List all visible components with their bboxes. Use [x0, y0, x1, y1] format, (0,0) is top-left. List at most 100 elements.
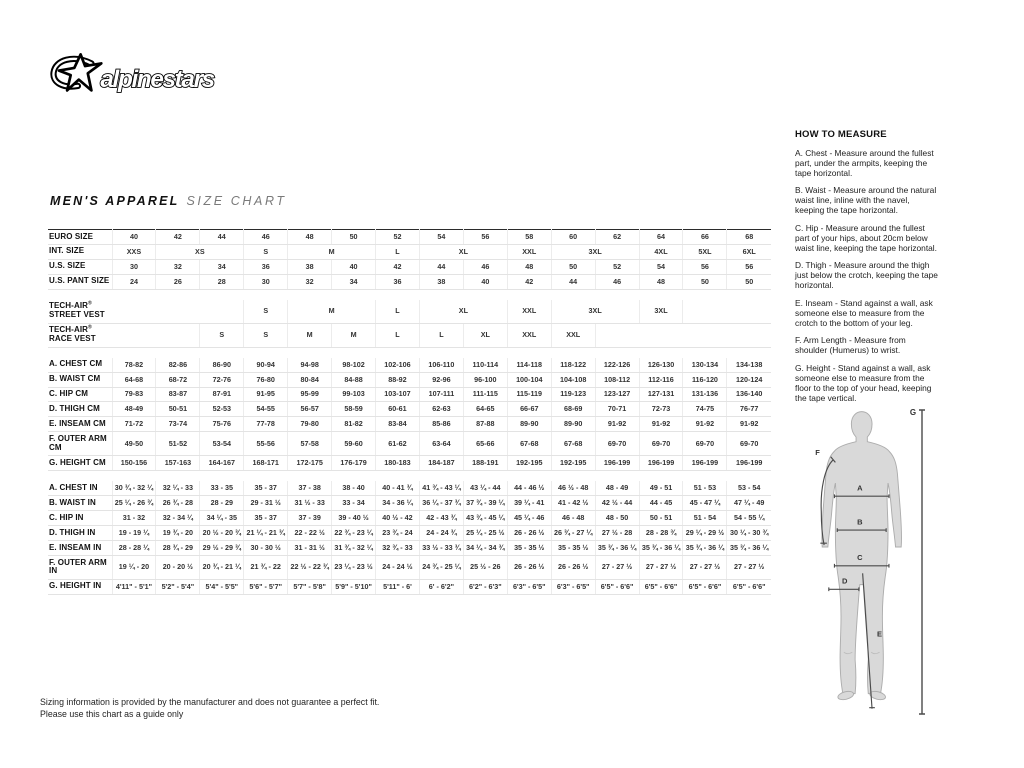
size-cell: 68-72 [155, 372, 200, 388]
size-cell: 73-74 [155, 416, 200, 433]
size-cell: 35 - 37 [243, 510, 288, 527]
size-cell: 42 [375, 259, 420, 275]
size-cell: XL [418, 299, 508, 324]
size-cell: 4'11" - 5'1" [111, 579, 156, 595]
size-cell: 48 - 49 [594, 481, 640, 497]
size-cell: 40 ½ - 42 [375, 510, 420, 527]
size-cell: 39 - 40 ½ [331, 510, 376, 527]
size-cell: 91-92 [638, 416, 683, 433]
size-cell: 83-84 [375, 416, 420, 433]
size-cell: 77-78 [243, 416, 288, 433]
row-label: A. CHEST IN [48, 481, 112, 497]
size-cell: 51 - 53 [682, 481, 727, 497]
size-cell: 37 - 39 [287, 510, 332, 527]
size-cell: 33 ½ - 33 ¾ [418, 540, 464, 557]
size-cell: 57-58 [287, 431, 332, 457]
label-B: B [857, 517, 863, 526]
row-label: B. WAIST IN [48, 495, 112, 512]
size-cell: 126-130 [638, 357, 683, 373]
how-to-measure-instructions: A. Chest - Measure around the fullest pa… [795, 148, 938, 403]
size-cell: 58-59 [331, 401, 376, 418]
size-cell: 6' - 6'2" [418, 579, 464, 595]
size-cell: 22 ½ - 22 ¾ [287, 555, 332, 580]
size-cell: 91-92 [726, 416, 771, 433]
size-cell: 78-82 [111, 357, 156, 373]
footer-line-1: Sizing information is provided by the ma… [40, 697, 380, 707]
size-cell: 99-103 [331, 387, 376, 403]
size-cell: 87-88 [462, 416, 508, 433]
size-cell: 61-62 [375, 431, 420, 457]
size-cell: 5'6" - 5'7" [243, 579, 288, 595]
size-cell: 26 - 26 ½ [550, 555, 596, 580]
size-cell: 29 ½ - 29 ¾ [199, 540, 244, 557]
chest-measure-line [833, 494, 890, 499]
size-cell: 68 [726, 229, 771, 245]
size-cell: 50 [550, 259, 596, 275]
size-cell: L [375, 299, 420, 324]
size-cell: 68-69 [550, 401, 596, 418]
size-cell: 46 [243, 229, 288, 245]
size-cell: XXS [111, 244, 156, 260]
size-cell: 92-96 [418, 372, 464, 388]
size-cell: L [375, 323, 420, 348]
size-cell: 76-80 [243, 372, 288, 388]
size-cell: 39 ¼ - 41 [506, 495, 552, 512]
size-cell: 72-76 [199, 372, 244, 388]
size-cell: 42 - 43 ¾ [418, 510, 464, 527]
size-cell: 50 [726, 274, 771, 290]
size-cell: 35 ¾ - 36 ¼ [594, 540, 640, 557]
size-cell: 50-51 [155, 401, 200, 418]
size-cell: 24 - 24 ½ [375, 555, 420, 580]
measure-instruction: C. Hip - Measure around the fullest part… [795, 222, 937, 253]
size-cell: 29 ¼ - 29 ½ [682, 525, 727, 542]
size-cell: 38 [287, 259, 332, 275]
row-label: D. THIGH IN [48, 525, 112, 542]
size-cell: 122-126 [594, 357, 640, 373]
size-cell: 6'2" - 6'3" [462, 579, 508, 595]
row-label: E. INSEAM CM [48, 416, 112, 433]
size-cell: 52 [375, 229, 420, 245]
page-title: MEN'S APPAREL SIZE CHART [50, 194, 287, 208]
size-cell: 31 - 31 ½ [287, 540, 332, 557]
size-cell: 35 ¾ - 36 ¼ [638, 540, 683, 557]
size-cell: 56 [682, 259, 727, 275]
table-gap [48, 471, 771, 482]
label-E: E [877, 629, 882, 638]
size-cell: 80-84 [287, 372, 332, 388]
size-cell: 91-92 [594, 416, 640, 433]
size-cell: 44 [550, 274, 596, 290]
size-cell: 26 - 26 ½ [506, 525, 552, 542]
body-silhouette-group: A B C D E F [815, 411, 903, 709]
size-cell: 136-140 [726, 387, 771, 403]
size-cell: 58 [506, 229, 552, 245]
label-A: A [857, 484, 863, 493]
size-cell: 42 [155, 229, 200, 245]
size-cell: 22 ¾ - 23 ¼ [331, 525, 376, 542]
size-cell: 22 - 22 ½ [287, 525, 332, 542]
size-cell: 35 ¾ - 36 ¼ [682, 540, 727, 557]
size-cell: 96-100 [462, 372, 508, 388]
size-cell: 65-66 [462, 431, 508, 457]
size-cell: 27 - 27 ½ [638, 555, 683, 580]
row-label: INT. SIZE [48, 244, 112, 260]
size-cell: 35 - 37 [243, 481, 288, 497]
size-cell: 48 [506, 259, 552, 275]
size-cell: 5'7" - 5'8" [287, 579, 332, 595]
size-cell: 180-183 [375, 455, 420, 472]
size-cell: 40 [462, 274, 508, 290]
size-cell: 28 - 29 [199, 495, 244, 512]
size-cell: 46 [594, 274, 640, 290]
size-cell: 34 [199, 259, 244, 275]
size-cell: 5XL [682, 244, 727, 260]
hip-measure-line [833, 563, 890, 568]
row-label: C. HIP CM [48, 387, 112, 403]
size-cell: 23 ¾ - 24 [375, 525, 420, 542]
size-cell: S [243, 323, 288, 348]
table-gap [48, 289, 771, 300]
size-cell: 5'2" - 5'4" [155, 579, 200, 595]
label-F: F [815, 448, 820, 457]
size-cell: 49-50 [111, 431, 156, 457]
height-measure-line [919, 409, 925, 715]
size-cell: 28 ¾ - 29 [155, 540, 200, 557]
row-label: B. WAIST CM [48, 372, 112, 388]
